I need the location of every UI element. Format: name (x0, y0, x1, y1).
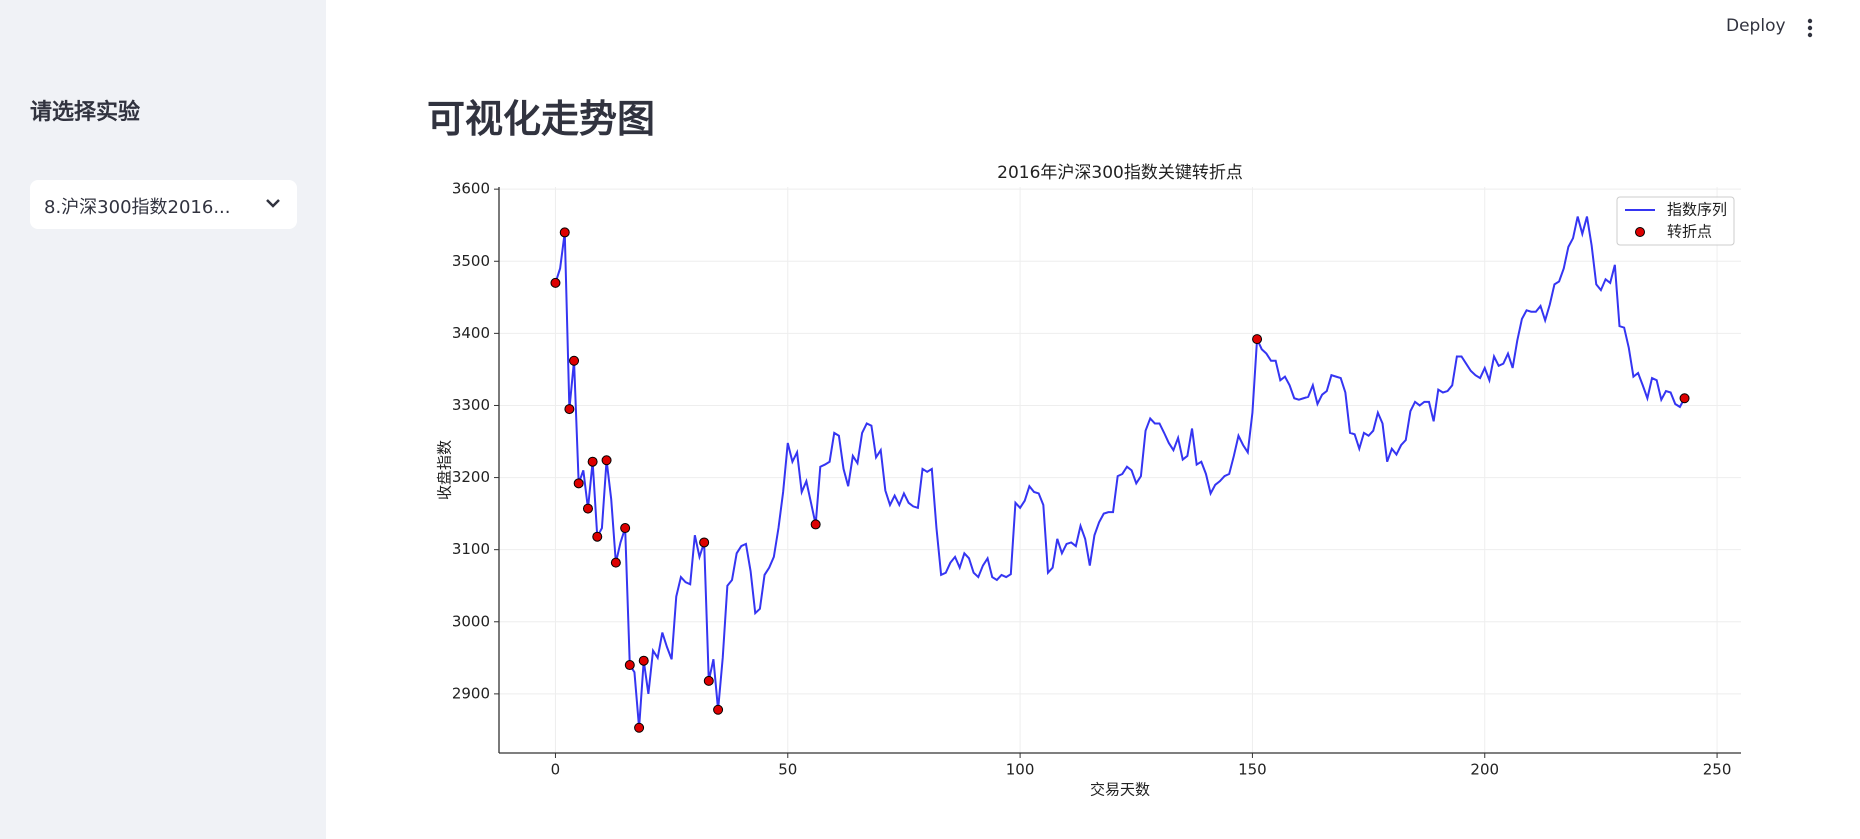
chevron (266, 199, 280, 208)
turning-point (610, 557, 621, 568)
x-axis-label: 交易天数 (1090, 781, 1150, 799)
turning-point (713, 704, 724, 715)
turning-point (703, 675, 714, 686)
chart-title: 2016年沪深300指数关键转折点 (997, 163, 1243, 183)
turning-point (1252, 334, 1263, 345)
legend-swatch (1635, 227, 1645, 237)
turning-point (810, 519, 821, 530)
x-tick-label: 0 (551, 761, 561, 779)
legend-label: 指数序列 (1667, 201, 1727, 219)
turning-point (638, 655, 649, 666)
turning-point (550, 277, 561, 288)
x-tick-label: 150 (1238, 761, 1267, 779)
main-menu[interactable] (1806, 16, 1814, 40)
deploy-button[interactable]: Deploy (1726, 16, 1786, 36)
y-tick-label: 3600 (452, 180, 490, 198)
turning-point (601, 455, 612, 466)
x-tick-label: 250 (1703, 761, 1732, 779)
sidebar-title: 请选择实验 (30, 100, 141, 125)
x-tick-label: 100 (1006, 761, 1035, 779)
turning-point (569, 355, 580, 366)
y-tick-label: 3500 (452, 252, 490, 270)
select-value: 8.沪深300指数2016... (44, 197, 231, 218)
y-tick-label: 3300 (452, 396, 490, 414)
y-tick-label: 2900 (452, 684, 490, 702)
turning-point (564, 404, 575, 415)
y-tick-label: 3100 (452, 540, 490, 558)
x-tick-label: 50 (778, 761, 797, 779)
turning-point (1679, 393, 1690, 404)
y-tick-label: 3200 (452, 468, 490, 486)
y-axis-label: 收盘指数 (436, 440, 454, 500)
y-tick-label: 3400 (452, 324, 490, 342)
x-tick-label: 200 (1470, 761, 1499, 779)
page-title: 可视化走势图 (427, 97, 656, 141)
turning-point (624, 660, 635, 671)
legend-label: 转折点 (1667, 223, 1712, 241)
turning-point (592, 531, 603, 542)
y-tick-label: 3000 (452, 612, 490, 630)
turning-point (699, 537, 710, 548)
turning-point (559, 227, 570, 238)
experiment-select[interactable]: 8.沪深300指数2016... (30, 180, 297, 229)
turning-point (573, 478, 584, 489)
index-line (554, 216, 1686, 728)
turning-point (620, 523, 631, 534)
turning-point (634, 722, 645, 733)
turning-point (582, 503, 593, 514)
turning-point (587, 456, 598, 467)
sidebar: 请选择实验 8.沪深300指数2016... (0, 0, 326, 839)
